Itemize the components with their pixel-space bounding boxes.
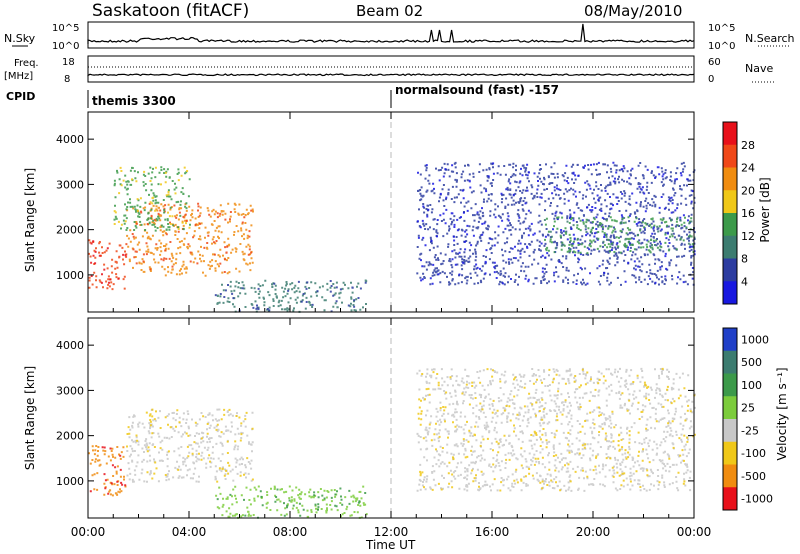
time-axis: 00:00 04:00 08:00 12:00 16:00 20:00 00:00 xyxy=(71,112,712,539)
echo-band-4 xyxy=(416,161,696,286)
ytick-label-1: 2000 xyxy=(56,224,84,237)
ytick-label-0: 1000 xyxy=(56,269,84,282)
freq-panel-frame xyxy=(87,55,695,83)
colorbar-swatch-2 xyxy=(723,167,737,191)
station-title: Saskatoon (fitACF) xyxy=(92,1,249,21)
echo-band-0-speckle xyxy=(89,446,127,495)
velocity-yaxis: 1000 2000 3000 4000 xyxy=(56,339,694,488)
cpid-program-2: normalsound (fast) -157 xyxy=(395,83,559,97)
power-yaxis: 1000 2000 3000 4000 xyxy=(56,133,694,282)
colorbar-tick-1: 500 xyxy=(741,356,762,369)
xtick-label-4: 16:00 xyxy=(475,525,510,539)
colorbar-swatch-4 xyxy=(723,419,737,443)
colorbar-tick-6: -500 xyxy=(741,470,766,483)
noise-right-tick-top: 10^5 xyxy=(708,23,735,34)
noise-sky-trace xyxy=(87,23,695,44)
freq-left-label-1: Freq. xyxy=(14,58,39,69)
echo-band-0 xyxy=(88,239,128,291)
cpid-program-1: themis 3300 xyxy=(92,94,176,108)
colorbar-tick-2: 100 xyxy=(741,379,762,392)
colorbar-tick-3: 16 xyxy=(741,207,755,220)
echo-band-1 xyxy=(126,202,254,277)
colorbar-swatch-7 xyxy=(723,281,737,305)
colorbar-tick-0: 1000 xyxy=(741,333,769,346)
colorbar-tick-5: -100 xyxy=(741,447,766,460)
echo-band-5-speckle xyxy=(543,216,696,254)
xtick-label-3: 12:00 xyxy=(374,525,409,539)
colorbar-swatch-6 xyxy=(723,258,737,282)
colorbar-swatch-7 xyxy=(723,487,737,511)
colorbar-swatch-1 xyxy=(723,144,737,168)
xaxis-label: Time UT xyxy=(365,538,416,552)
echo-band-2 xyxy=(113,166,191,232)
xtick-label-2: 08:00 xyxy=(273,525,308,539)
power-scatter-layer xyxy=(88,161,696,313)
echo-band-0-speckle xyxy=(90,240,127,284)
colorbar-tick-0: 28 xyxy=(741,139,755,152)
velocity-colorbar-label: Velocity [m s⁻¹] xyxy=(775,367,789,460)
freq-right-label: Nave xyxy=(745,62,773,75)
colorbar-tick-4: -25 xyxy=(741,424,759,437)
xtick-label-1: 04:00 xyxy=(172,525,207,539)
date-label: 08/May/2010 xyxy=(584,2,682,20)
freq-left-tick-bottom: 8 xyxy=(64,74,70,85)
echo-band-1-speckle xyxy=(126,408,254,483)
colorbar-swatch-2 xyxy=(723,373,737,397)
velocity-scatter-layer xyxy=(88,367,696,519)
colorbar-swatch-3 xyxy=(723,190,737,214)
colorbar-swatch-0 xyxy=(723,328,737,352)
colorbar-tick-1: 24 xyxy=(741,162,755,175)
freq-trace xyxy=(87,73,695,77)
echo-band-3 xyxy=(216,279,368,313)
freq-right-tick-top: 60 xyxy=(708,57,721,68)
colorbar-swatch-5 xyxy=(723,441,737,465)
noise-right-label: N.Search xyxy=(745,32,795,45)
noise-left-tick-bottom: 10^0 xyxy=(52,41,79,52)
ytick-label-2: 3000 xyxy=(56,384,84,397)
xtick-label-5: 20:00 xyxy=(576,525,611,539)
ytick-label-1: 2000 xyxy=(56,430,84,443)
noise-right-tick-bottom: 10^0 xyxy=(708,41,735,52)
echo-band-1 xyxy=(126,408,254,483)
echo-band-3-speckle xyxy=(417,367,696,492)
colorbar-swatch-4 xyxy=(723,213,737,237)
ytick-label-0: 1000 xyxy=(56,475,84,488)
colorbar-tick-4: 12 xyxy=(741,230,755,243)
power-colorbar: 28 24 20 16 12 8 4 xyxy=(722,121,755,305)
power-colorbar-label: Power [dB] xyxy=(758,177,772,242)
echo-band-2-speckle xyxy=(113,166,191,230)
ytick-label-3: 4000 xyxy=(56,133,84,146)
colorbar-swatch-1 xyxy=(723,350,737,374)
echo-band-3 xyxy=(416,367,696,492)
xtick-label-6: 00:00 xyxy=(677,525,712,539)
beam-label: Beam 02 xyxy=(356,2,423,20)
cpid-label: CPID xyxy=(6,90,35,103)
noise-panel-frame xyxy=(87,21,695,49)
echo-band-2 xyxy=(215,485,368,519)
colorbar-tick-6: 4 xyxy=(741,275,748,288)
echo-band-5 xyxy=(544,216,695,255)
colorbar-tick-3: 25 xyxy=(741,402,755,415)
ytick-label-2: 3000 xyxy=(56,178,84,191)
colorbar-tick-5: 8 xyxy=(741,253,748,266)
noise-left-label: N.Sky xyxy=(4,32,36,45)
freq-right-tick-bottom: 0 xyxy=(708,74,714,85)
freq-left-tick-top: 18 xyxy=(62,57,75,68)
colorbar-tick-7: -1000 xyxy=(741,493,773,506)
power-ylabel: Slant Range [km] xyxy=(23,168,37,272)
colorbar-tick-2: 20 xyxy=(741,184,755,197)
velocity-colorbar: 1000 500 100 25 -25 -100 -500 -1000 xyxy=(722,327,773,511)
colorbar-swatch-3 xyxy=(723,396,737,420)
colorbar-swatch-0 xyxy=(723,122,737,146)
ytick-label-3: 4000 xyxy=(56,339,84,352)
freq-left-label-2: [MHz] xyxy=(4,71,33,82)
colorbar-frame xyxy=(722,121,738,305)
noise-left-tick-top: 10^5 xyxy=(52,23,79,34)
colorbar-frame xyxy=(722,327,738,511)
velocity-ylabel: Slant Range [km] xyxy=(23,366,37,470)
colorbar-swatch-5 xyxy=(723,235,737,259)
xtick-label-0: 00:00 xyxy=(71,525,106,539)
colorbar-swatch-6 xyxy=(723,464,737,488)
